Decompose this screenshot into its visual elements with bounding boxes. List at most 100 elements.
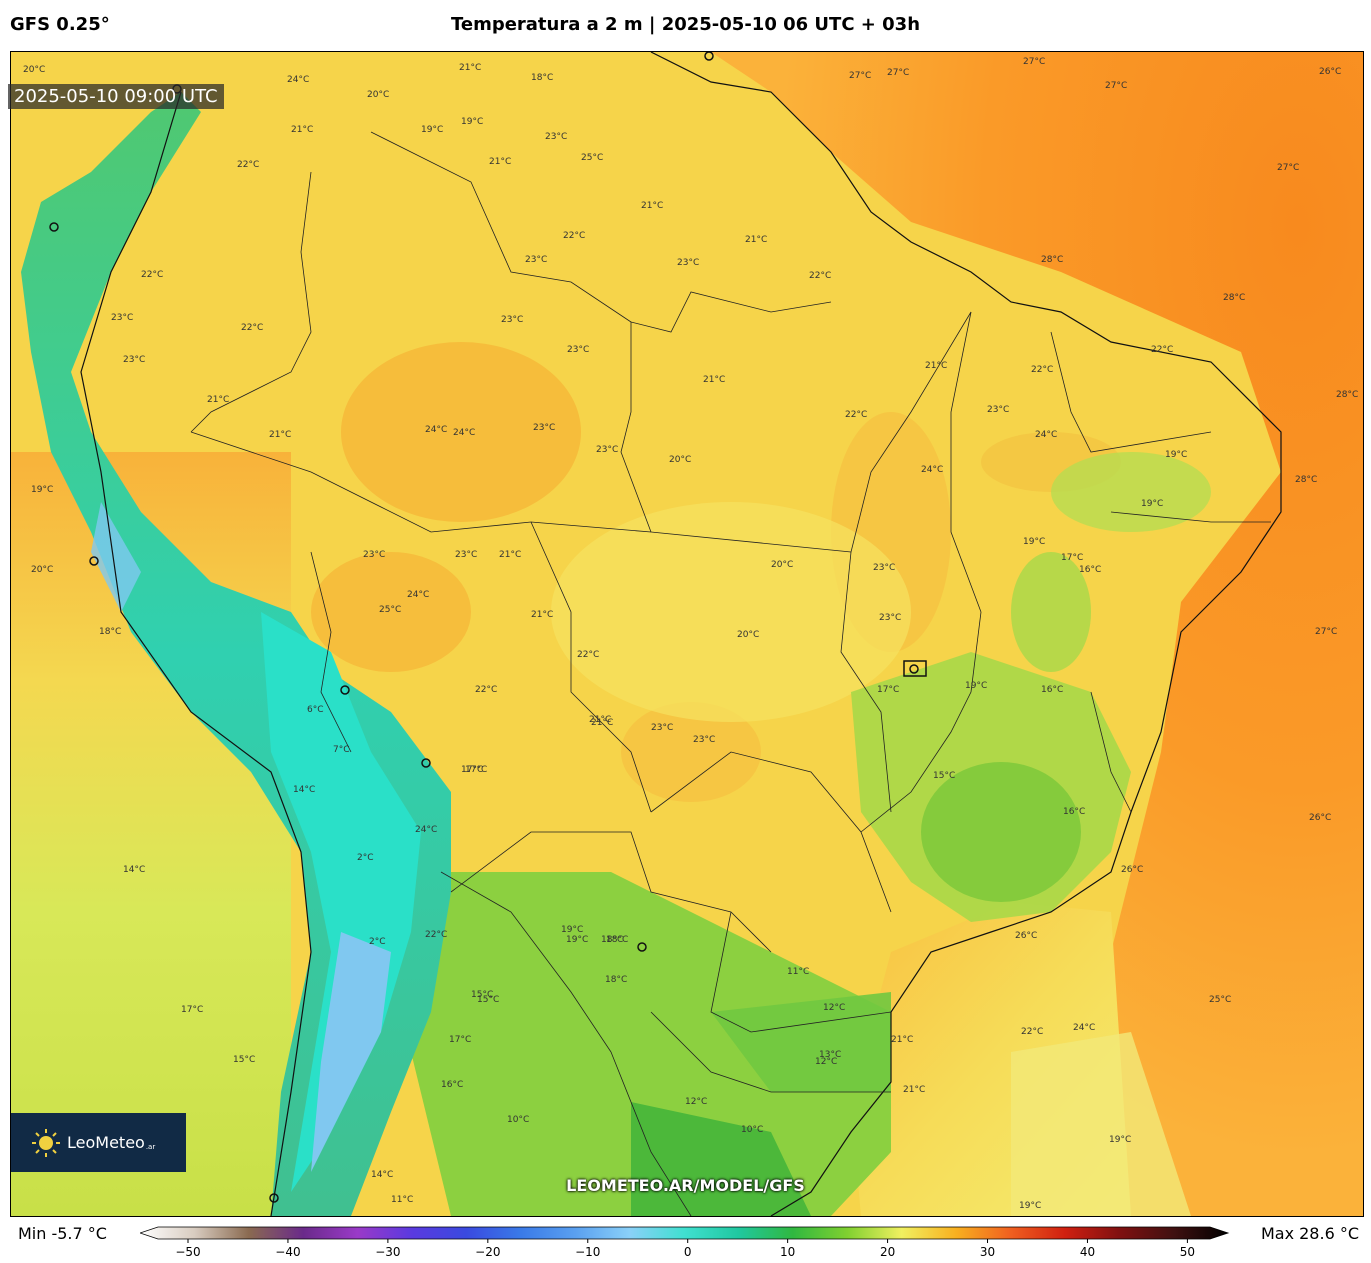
- contour-label: 23°C: [596, 445, 618, 455]
- contour-label: 27°C: [1105, 81, 1127, 91]
- contour-label: 27°C: [887, 68, 909, 78]
- contour-label: 21°C: [489, 157, 511, 167]
- contour-label: 20°C: [31, 565, 53, 575]
- contour-label: 16°C: [1041, 685, 1063, 695]
- high-andes-coldest: [311, 932, 391, 1172]
- ne-highland-cool: [1051, 452, 1211, 532]
- contour-label: 21°C: [531, 610, 553, 620]
- city-marker: [704, 52, 714, 61]
- contour-label: 27°C: [1277, 163, 1299, 173]
- contour-label: 24°C: [425, 425, 447, 435]
- rondonia-warm-patch: [311, 552, 471, 672]
- colorbar-ticks: −50 −40 −30 −20 −10 0 10 20 30 40 50: [175, 1239, 1195, 1259]
- contour-label: 23°C: [651, 723, 673, 733]
- contour-label: 23°C: [987, 405, 1009, 415]
- contour-label: 23°C: [525, 255, 547, 265]
- contour-label: 24°C: [287, 75, 309, 85]
- altiplano-cold: [261, 612, 421, 1192]
- rio-grande-cool: [711, 992, 891, 1092]
- contour-label: 28°C: [1041, 255, 1063, 265]
- amazon-warm-patch: [341, 342, 581, 522]
- contour-label: 22°C: [1031, 365, 1053, 375]
- contour-label: 21°C: [641, 201, 663, 211]
- minas-cool-patch: [921, 762, 1081, 902]
- colorbar-tick-label: 30: [980, 1245, 995, 1259]
- colorbar-tick-label: 20: [880, 1245, 895, 1259]
- city-marker: [421, 758, 431, 768]
- contour-label: 21°C: [591, 718, 613, 728]
- city-marker: [89, 556, 99, 566]
- contour-label: 23°C: [567, 345, 589, 355]
- contour-label: 17°C: [449, 1035, 471, 1045]
- contour-label: 22°C: [241, 323, 263, 333]
- colorbar-tick-label: 0: [684, 1245, 692, 1259]
- contour-label: 17°C: [465, 765, 487, 775]
- cerrado-patch: [551, 502, 911, 722]
- colorbar-tick-label: −40: [275, 1245, 300, 1259]
- colorbar-tick-label: −10: [575, 1245, 600, 1259]
- leometeo-logo: LeoMeteo .ar: [11, 1113, 186, 1172]
- contour-label: 28°C: [1223, 293, 1245, 303]
- contour-label: 23°C: [123, 355, 145, 365]
- contour-label: 12°C: [823, 1003, 845, 1013]
- contour-label: 6°C: [307, 705, 324, 715]
- contour-label: 23°C: [873, 563, 895, 573]
- city-marker: [637, 942, 647, 952]
- contour-label: 28°C: [1295, 475, 1317, 485]
- colorbar-tick-label: 40: [1080, 1245, 1095, 1259]
- contour-label: 15°C: [471, 990, 493, 1000]
- contour-label: 21°C: [703, 375, 725, 385]
- contour-label: 23°C: [879, 613, 901, 623]
- contour-label: 19°C: [1141, 499, 1163, 509]
- contour-label: 21°C: [589, 715, 611, 725]
- colorbar-tick-label: −20: [475, 1245, 500, 1259]
- uruguay-cool: [631, 1102, 811, 1216]
- contour-label: 24°C: [1035, 430, 1057, 440]
- contour-label: 15°C: [233, 1055, 255, 1065]
- valid-time-badge: 2025-05-10 09:00 UTC: [8, 84, 224, 109]
- contour-label: 10°C: [507, 1115, 529, 1125]
- logo-text: LeoMeteo: [67, 1133, 145, 1152]
- contour-label: 14°C: [371, 1170, 393, 1180]
- contour-label: 19°C: [566, 935, 588, 945]
- contour-label: 25°C: [1209, 995, 1231, 1005]
- contour-label: 19°C: [561, 925, 583, 935]
- contour-label: 19°C: [1023, 537, 1045, 547]
- contour-label: 17°C: [877, 685, 899, 695]
- contour-label: 19°C: [965, 681, 987, 691]
- contour-label: 22°C: [475, 685, 497, 695]
- contour-label: 22°C: [237, 160, 259, 170]
- contour-label: 11°C: [787, 967, 809, 977]
- contour-label: 17°C: [1061, 553, 1083, 563]
- contour-label: 25°C: [581, 153, 603, 163]
- contour-label: 20°C: [669, 455, 691, 465]
- contour-labels: 27°C 27°C 27°C 26°C 27°C 27°C 28°C 28°C …: [23, 57, 1358, 1211]
- contour-label: 13°C: [819, 1050, 841, 1060]
- contour-label: 22°C: [141, 270, 163, 280]
- contour-label: 24°C: [415, 825, 437, 835]
- bahia-cool-patch: [1011, 552, 1091, 672]
- colorbar-ramp: [140, 1226, 1230, 1240]
- colorbar-tick-label: −50: [175, 1245, 200, 1259]
- colorbar-min-label: Min -5.7 °C: [18, 1224, 107, 1243]
- df-border: [903, 660, 927, 677]
- colorbar-tick-label: 10: [780, 1245, 795, 1259]
- contour-label: 23°C: [363, 550, 385, 560]
- contour-label: 26°C: [1121, 865, 1143, 875]
- contour-label: 21°C: [291, 125, 313, 135]
- city-marker: [49, 222, 59, 232]
- contour-label: 22°C: [425, 930, 447, 940]
- south-atlantic-cool: [1011, 1032, 1191, 1216]
- contour-label: 20°C: [771, 560, 793, 570]
- contour-label: 19°C: [31, 485, 53, 495]
- colorbar-max-label: Max 28.6 °C: [1260, 1224, 1359, 1243]
- coastlines: [80, 52, 1282, 1216]
- colorbar: −50 −40 −30 −20 −10 0 10 20 30 40 50: [140, 1226, 1230, 1259]
- contour-label: 18°C: [99, 627, 121, 637]
- colorbar-tick-label: 50: [1180, 1245, 1195, 1259]
- temperature-map: 27°C 27°C 27°C 26°C 27°C 27°C 28°C 28°C …: [10, 51, 1364, 1217]
- contour-label: 26°C: [1319, 67, 1341, 77]
- contour-label: 23°C: [677, 258, 699, 268]
- contour-label: 12°C: [685, 1097, 707, 1107]
- contour-label: 18°C: [606, 935, 628, 945]
